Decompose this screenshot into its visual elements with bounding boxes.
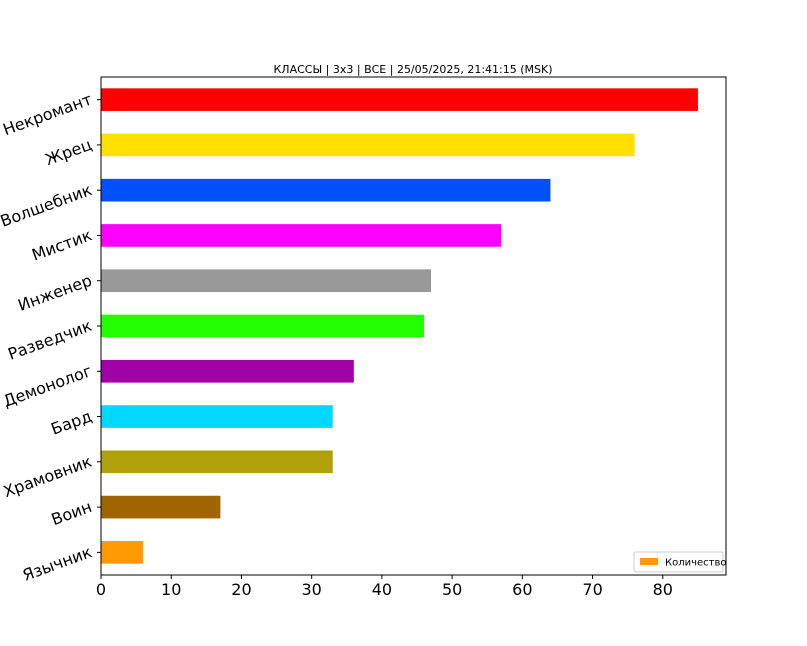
x-tick-label: 10	[161, 580, 181, 599]
x-tick-label: 50	[442, 580, 462, 599]
category-label: Демонолог	[1, 361, 95, 411]
bars-layer	[101, 88, 698, 564]
legend: Количество	[633, 551, 727, 573]
category-label: Инженер	[15, 271, 94, 315]
legend-swatch	[640, 558, 658, 565]
x-tick-label: 80	[653, 580, 673, 599]
bar-3	[101, 178, 551, 202]
category-label: Воин	[49, 497, 95, 529]
x-tick-label: 60	[512, 580, 532, 599]
x-tick-label: 0	[96, 580, 106, 599]
legend-box	[633, 551, 724, 573]
category-label: Язычник	[20, 542, 95, 585]
category-label: Бард	[48, 406, 94, 438]
bar-2	[101, 133, 635, 157]
bar-11	[101, 541, 144, 564]
chart-title: КЛАССЫ | 3x3 | ВСЕ | 25/05/2025, 21:41:1…	[273, 63, 552, 76]
bar-6	[101, 314, 425, 338]
legend-label: Количество	[665, 558, 727, 569]
category-label: Храмовник	[1, 452, 95, 502]
category-label: Некромант	[0, 90, 94, 140]
category-label: Волшебник	[0, 180, 95, 231]
x-tick-label: 30	[301, 580, 321, 599]
x-tick-label: 70	[582, 580, 602, 599]
x-tick-label: 20	[231, 580, 251, 599]
bar-10	[101, 495, 221, 519]
category-label: Жрец	[43, 135, 95, 169]
bar-9	[101, 450, 333, 474]
x-tick-label: 40	[372, 580, 392, 599]
bar-8	[101, 405, 333, 428]
bar-7	[101, 359, 354, 383]
x-axis: 0 10 20 30 40 50 60 70 80	[96, 575, 673, 599]
bar-4	[101, 224, 502, 247]
bar-5	[101, 269, 432, 293]
bar-1	[101, 88, 698, 111]
category-label: Мистик	[29, 225, 94, 264]
category-label: Разведчик	[5, 316, 94, 364]
